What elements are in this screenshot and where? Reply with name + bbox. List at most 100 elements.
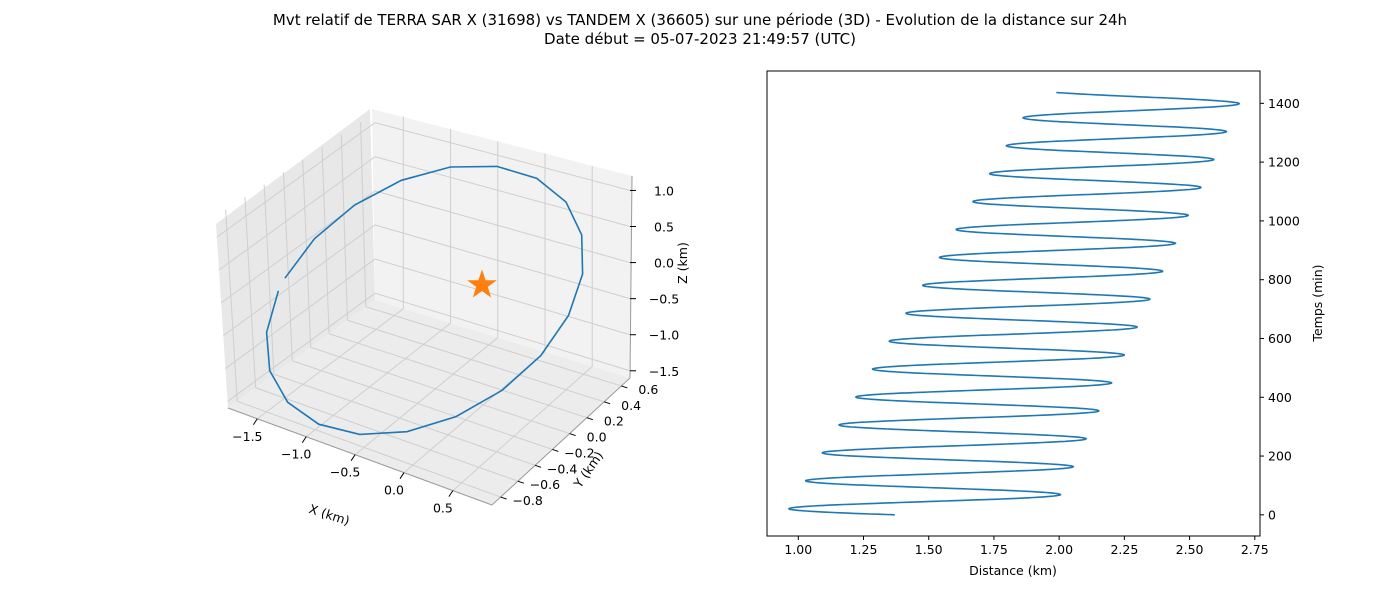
- y-tick-label-3d: −0.6: [530, 477, 560, 492]
- figure-title-line2: Date début = 05-07-2023 21:49:57 (UTC): [544, 30, 856, 48]
- z-gridline-back: [374, 258, 631, 336]
- x-tick-label-3d: 0.0: [384, 483, 404, 498]
- y-tick-label-3d: 0.6: [638, 382, 658, 397]
- y-tick-label-3d: −0.4: [547, 461, 577, 476]
- x-tick-mark-3d: [301, 436, 307, 444]
- x-tick-mark-3d: [448, 490, 454, 497]
- y-tick-mark-3d: [534, 464, 542, 468]
- z-gridline-left: [218, 156, 376, 271]
- z-gridline-back: [374, 122, 631, 191]
- z-gridline-back: [374, 190, 631, 264]
- axis-edge: [491, 377, 631, 506]
- y-tick-label-3d: 0.4: [621, 398, 641, 413]
- x-tick-label: 2.75: [1241, 542, 1269, 557]
- z-tick-label-3d: −0.5: [649, 292, 679, 307]
- y-gridline-floor: [328, 333, 588, 419]
- z-gridline-back: [374, 292, 631, 372]
- y-tick-mark-3d: [500, 496, 507, 500]
- x-tick-label: 2.50: [1176, 542, 1204, 557]
- x-tick-label: 1.75: [980, 542, 1008, 557]
- y-tick-label: 800: [1268, 272, 1292, 287]
- y-gridline-floor: [310, 346, 570, 435]
- y-gridline-left: [340, 134, 348, 321]
- x-tick-label: 1.00: [784, 542, 812, 557]
- axis-edge: [629, 175, 633, 379]
- 3d-ticks: −1.5−1.0−0.50.00.5−0.8−0.6−0.4−0.20.00.2…: [232, 183, 679, 515]
- z-gridline-left: [222, 224, 376, 337]
- z-tick-label-3d: 0.5: [654, 220, 674, 235]
- z-axis-label-3d: Z (km): [675, 242, 690, 284]
- x-axis-label-3d: X (km): [307, 501, 351, 528]
- z-tick-label-3d: 1.0: [654, 183, 674, 198]
- y-tick-mark-3d: [517, 480, 525, 484]
- z-gridline-back: [374, 224, 631, 300]
- x-gridline-floor: [257, 308, 404, 420]
- y-gridline-floor: [273, 373, 536, 466]
- x-tick-mark-3d: [350, 454, 356, 461]
- z-gridline-back: [374, 156, 631, 227]
- pane-back: [372, 109, 632, 378]
- plot-frame: [766, 70, 1261, 537]
- pane-left: [216, 109, 375, 408]
- y-gridline-left: [302, 159, 312, 348]
- y-tick-label: 0: [1268, 507, 1276, 522]
- x-gridline-floor: [354, 337, 499, 456]
- z-gridline-left: [227, 292, 376, 402]
- y-gridline-floor: [347, 319, 605, 403]
- x-tick-label-3d: −1.0: [281, 447, 311, 462]
- y-gridline-floor: [365, 306, 622, 387]
- pane-floor: [228, 300, 630, 505]
- series-trajectory-3d: [265, 165, 584, 436]
- y-tick-label-3d: 0.0: [587, 430, 607, 445]
- axis-edge: [227, 407, 493, 506]
- x-tick-mark-3d: [252, 418, 258, 426]
- y-tick-label-3d: 0.2: [604, 414, 624, 429]
- y-gridline-floor: [292, 360, 553, 450]
- x-tick-label-3d: −0.5: [330, 465, 360, 480]
- x-gridline-floor: [452, 366, 593, 492]
- y-tick-label: 1000: [1268, 213, 1300, 228]
- y-tick-mark-3d: [603, 401, 611, 405]
- origin-star-marker: [467, 269, 497, 298]
- 3d-plot: −1.5−1.0−0.50.00.5−0.8−0.6−0.4−0.20.00.2…: [216, 109, 690, 528]
- x-tick-label: 2.00: [1045, 542, 1073, 557]
- x-tick-label-3d: 0.5: [433, 501, 453, 516]
- y-tick-label: 200: [1268, 449, 1292, 464]
- z-tick-label-3d: 0.0: [654, 256, 674, 271]
- y-tick-label-3d: −0.8: [512, 493, 542, 508]
- x-axis-label: Distance (km): [969, 563, 1057, 578]
- x-tick-label-3d: −1.5: [232, 429, 262, 444]
- y-gridline-left: [360, 122, 367, 307]
- y-tick-label: 400: [1268, 390, 1292, 405]
- z-tick-label-3d: −1.0: [649, 328, 679, 343]
- series-distance-line: [788, 91, 1241, 516]
- y-tick-label: 1400: [1268, 96, 1300, 111]
- 2d-ticks: 1.00 1.25 1.50 1.75 2.00 2.25 2.50 2.75 0 200 400 6…: [784, 96, 1299, 557]
- y-tick-mark-3d: [569, 433, 576, 437]
- x-tick-label: 1.50: [915, 542, 943, 557]
- y-tick-label-3d: −0.2: [564, 445, 594, 460]
- y-tick-mark-3d: [621, 385, 628, 389]
- y-gridline-floor: [255, 387, 519, 482]
- y-gridline-left: [282, 172, 293, 361]
- y-tick-mark-3d: [552, 448, 559, 452]
- y-axis-label: Temps (min): [1310, 264, 1325, 342]
- y-gridline-left: [225, 209, 238, 402]
- x-tick-label: 2.25: [1110, 542, 1138, 557]
- 3d-trajectory: [265, 165, 584, 436]
- figure-title-line1: Mvt relatif de TERRA SAR X (31698) vs TA…: [273, 11, 1127, 29]
- y-gridline-left: [321, 147, 330, 334]
- y-gridline-floor: [237, 400, 501, 498]
- x-gridline-floor: [305, 322, 451, 438]
- z-gridline-left: [225, 258, 376, 369]
- y-gridline-left: [263, 184, 275, 375]
- x-tick-label: 1.25: [850, 542, 878, 557]
- y-tick-label: 1200: [1268, 155, 1300, 170]
- y-tick-label: 600: [1268, 331, 1292, 346]
- z-gridline-left: [216, 122, 376, 238]
- distance-plot: 1.00 1.25 1.50 1.75 2.00 2.25 2.50 2.75 0 200 400 6…: [766, 70, 1325, 578]
- z-tick-label-3d: −1.5: [649, 364, 679, 379]
- x-tick-mark-3d: [399, 472, 405, 479]
- y-tick-mark-3d: [586, 417, 594, 421]
